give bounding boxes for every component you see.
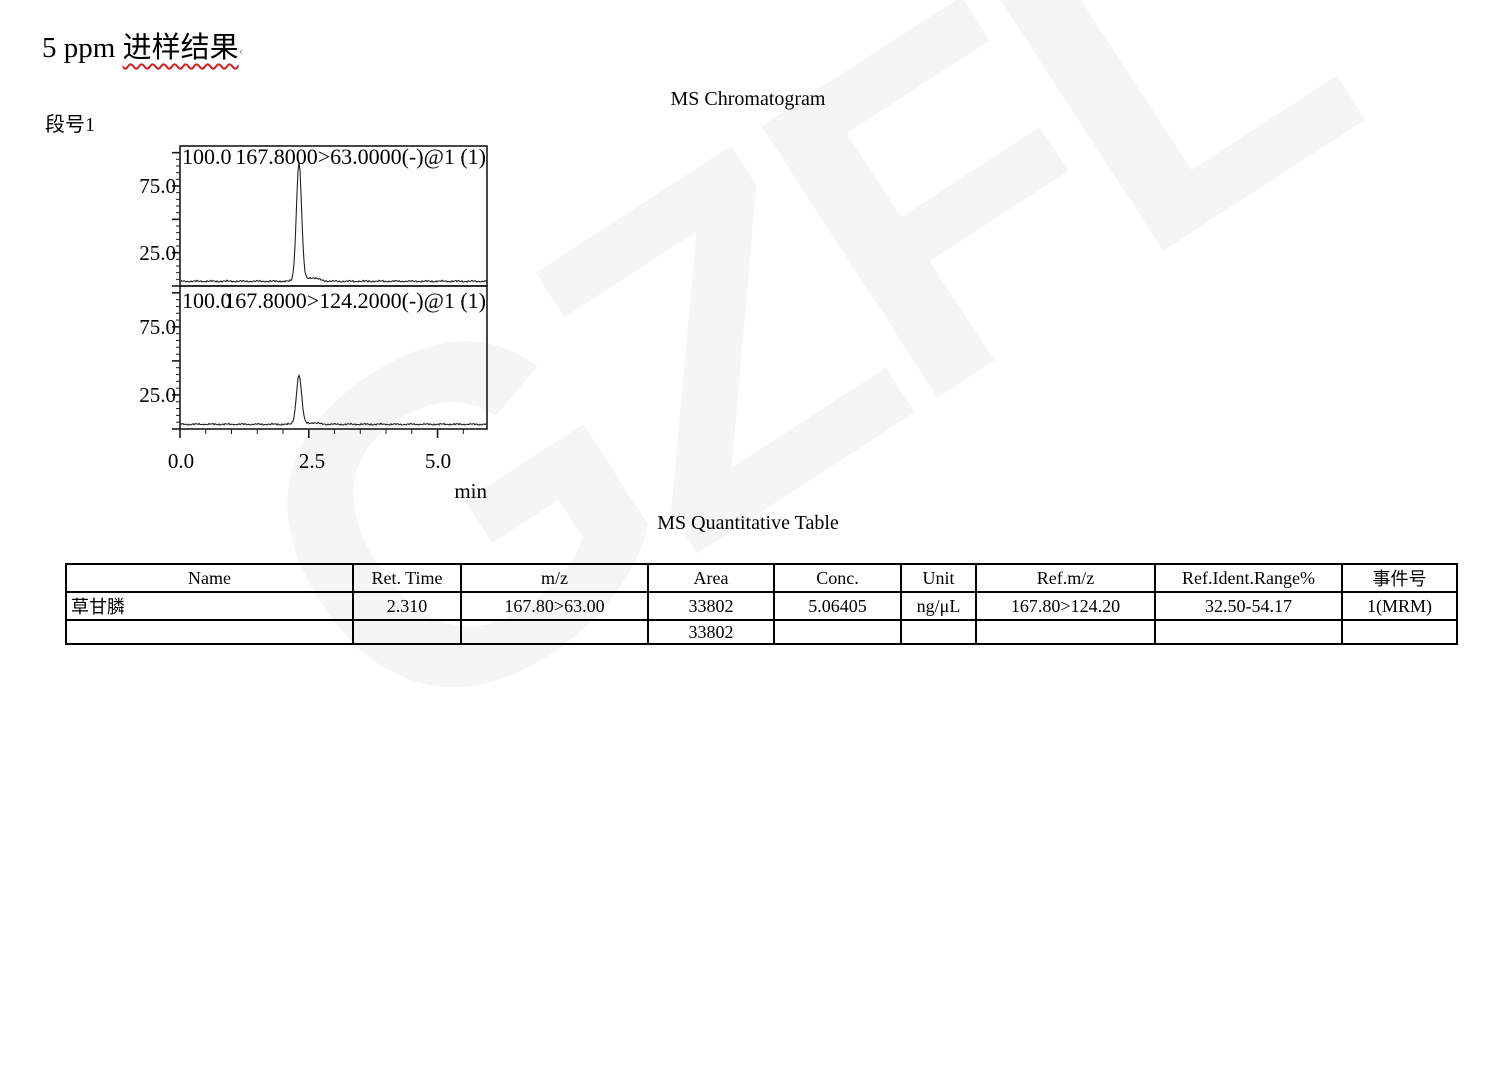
ms-quantitative-table: Name Ret. Time m/z Area Conc. Unit Ref.m/z Ref.… [65, 563, 1458, 645]
table-cell: 5.06405 [773, 591, 902, 621]
table-cell [975, 619, 1156, 645]
table-cell [460, 619, 649, 645]
xtick-0: 0.0 [167, 449, 195, 473]
table-header-cell: 事件号 [1341, 563, 1458, 593]
document-title: 5 ppm 进样结果‹ [42, 24, 244, 66]
table-header-cell: Name [65, 563, 354, 593]
table-header-cell: Conc. [773, 563, 902, 593]
table-cell: 1(MRM) [1341, 591, 1458, 621]
panel2-fullscale-label: 100.0 [182, 288, 232, 313]
table-cell: 33802 [647, 591, 775, 621]
table-cell: 167.80>63.00 [460, 591, 649, 621]
table-row: 草甘膦 2.310 167.80>63.00 33802 5.06405 ng/μL 167… [65, 591, 1458, 621]
table-header-cell: Ref.Ident.Range% [1154, 563, 1343, 593]
panel2-ytick-25: 25.0 [139, 383, 176, 407]
table-cell [65, 619, 354, 645]
table-header-cell: Ref.m/z [975, 563, 1156, 593]
panel1-trace-label: 167.8000>63.0000(-)@1 (1) [235, 144, 486, 169]
table-cell: ng/μL [900, 591, 977, 621]
chromatogram-heading: MS Chromatogram [670, 88, 826, 110]
table-header-cell: m/z [460, 563, 649, 593]
table-cell [1154, 619, 1343, 645]
panel1-ytick-25: 25.0 [139, 241, 176, 265]
table-cell: 2.310 [352, 591, 462, 621]
panel2-ytick-75: 75.0 [139, 315, 176, 339]
ms-chromatogram-chart: 100.0 167.8000>63.0000(-)@1 (1) 75.0 25.… [130, 140, 570, 510]
panel1-fullscale-label: 100.0 [182, 144, 232, 169]
title-spellcheck-word: 进样结果 [122, 32, 239, 64]
table-cell: 草甘膦 [65, 591, 354, 621]
xtick-2_5: 2.5 [298, 449, 326, 473]
table-cell [1341, 619, 1458, 645]
segment-label: 段号1 [45, 114, 95, 136]
table-cell: 32.50-54.17 [1154, 591, 1343, 621]
title-prefix: 5 ppm [42, 32, 123, 64]
table-header-cell: Unit [900, 563, 977, 593]
table-cell [773, 619, 902, 645]
table-row: 33802 [65, 619, 1458, 645]
table-header-cell: Area [647, 563, 775, 593]
table-header-cell: Ret. Time [352, 563, 462, 593]
quant-table-container: Name Ret. Time m/z Area Conc. Unit Ref.m/z Ref.… [65, 563, 1458, 645]
x-axis-unit-label: min [454, 479, 487, 503]
chromatogram-plot-area [172, 145, 488, 438]
xtick-5: 5.0 [424, 449, 452, 473]
quant-table-heading: MS Quantitative Table [657, 512, 839, 534]
panel2-trace-label: 167.8000>124.2000(-)@1 (1) [224, 288, 486, 313]
table-cell [352, 619, 462, 645]
table-cell: 167.80>124.20 [975, 591, 1156, 621]
table-cell: 33802 [647, 619, 775, 645]
panel1-ytick-75: 75.0 [139, 174, 176, 198]
table-header-row: Name Ret. Time m/z Area Conc. Unit Ref.m/z Ref.… [65, 563, 1458, 593]
paragraph-mark: ‹ [238, 43, 244, 59]
table-cell [900, 619, 977, 645]
